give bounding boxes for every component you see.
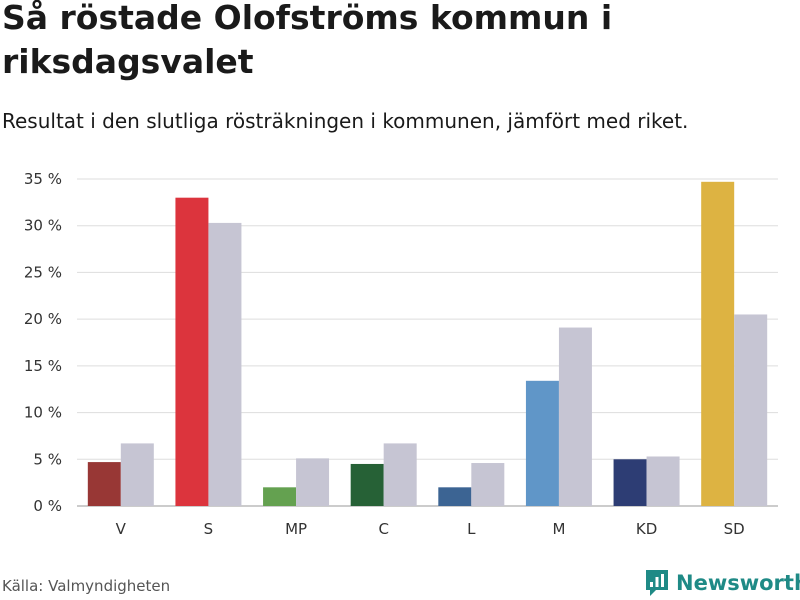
bar-riket-m	[558, 327, 592, 506]
y-tick-label: 25 %	[24, 263, 62, 281]
x-tick-label: S	[204, 520, 214, 538]
bar-kommun-c	[350, 463, 384, 506]
bar-riket-kd	[646, 456, 680, 506]
x-tick-label: KD	[636, 520, 657, 538]
bar-kommun-sd	[701, 181, 735, 506]
x-tick-label: C	[378, 520, 388, 538]
bar-kommun-s	[175, 197, 209, 506]
y-tick-label: 0 %	[33, 497, 62, 515]
y-tick-label: 20 %	[24, 310, 62, 328]
bar-riket-sd	[734, 314, 768, 506]
y-tick-label: 35 %	[24, 170, 62, 188]
chart-logo-icon	[646, 570, 668, 596]
x-tick-label: V	[116, 520, 127, 538]
bar-kommun-l	[438, 487, 472, 506]
bar-kommun-m	[525, 380, 559, 506]
x-tick-label: MP	[285, 520, 307, 538]
x-tick-label: M	[552, 520, 565, 538]
y-tick-label: 10 %	[24, 404, 62, 422]
source-note: Källa: Valmyndigheten	[2, 577, 171, 595]
bar-riket-s	[208, 222, 242, 506]
y-tick-label: 5 %	[33, 450, 62, 468]
bar-riket-c	[383, 443, 417, 506]
bar-riket-mp	[296, 458, 330, 506]
bar-chart: 0 % 5 % 10 % 15 % 20 % 25 % 30 % 35 % V S MP C L M KD S…	[24, 170, 778, 538]
brand-name: Newsworthy	[676, 571, 800, 595]
newsworthy-logo: Newsworthy	[644, 569, 800, 597]
chart-subtitle: Resultat i den slutliga rösträkningen i …	[2, 109, 689, 133]
chart-title: Så röstade Olofströms kommun i riksdagsv…	[2, 0, 613, 81]
y-tick-label: 15 %	[24, 357, 62, 375]
bar-riket-v	[120, 443, 154, 506]
bar-kommun-kd	[613, 459, 647, 506]
bar-kommun-mp	[263, 487, 297, 506]
y-tick-label: 30 %	[24, 217, 62, 235]
bar-kommun-v	[87, 462, 121, 506]
x-tick-label: L	[467, 520, 476, 538]
x-tick-label: SD	[724, 520, 745, 538]
bar-riket-l	[471, 463, 505, 506]
